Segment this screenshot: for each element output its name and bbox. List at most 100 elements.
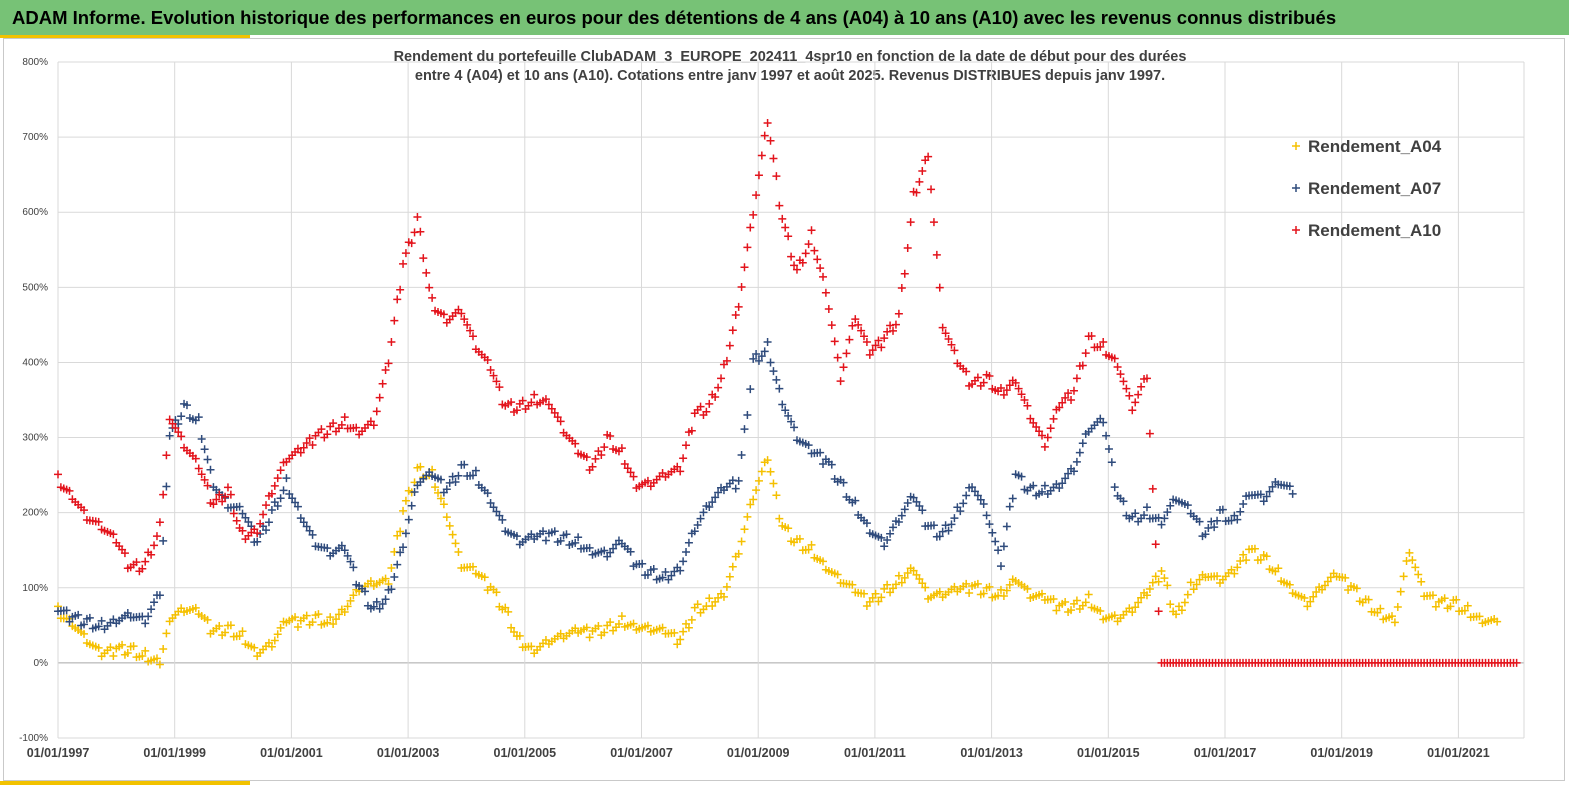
data-point-Rendement_A04 <box>722 582 731 591</box>
data-point-Rendement_A04 <box>1134 598 1143 607</box>
data-point-Rendement_A10 <box>317 425 326 434</box>
data-point-Rendement_A07 <box>159 536 168 545</box>
data-point-Rendement_A07 <box>299 518 308 527</box>
data-point-Rendement_A10 <box>387 338 396 347</box>
data-point-Rendement_A10 <box>352 423 361 432</box>
data-point-Rendement_A04 <box>897 578 906 587</box>
data-point-Rendement_A10 <box>769 154 778 163</box>
data-point-Rendement_A10 <box>1087 332 1096 341</box>
data-point-Rendement_A04 <box>1396 587 1405 596</box>
data-point-Rendement_A10 <box>927 185 936 194</box>
data-point-Rendement_A07 <box>763 338 772 347</box>
data-point-Rendement_A04 <box>1387 612 1396 621</box>
data-point-Rendement_A07 <box>1005 502 1014 511</box>
data-point-Rendement_A10 <box>299 443 308 452</box>
data-point-Rendement_A04 <box>714 593 723 602</box>
data-point-Rendement_A04 <box>332 615 341 624</box>
data-point-Rendement_A04 <box>451 539 460 548</box>
data-point-Rendement_A07 <box>123 609 132 618</box>
data-point-Rendement_A10 <box>226 490 235 499</box>
data-point-Rendement_A07 <box>471 466 480 475</box>
data-point-Rendement_A10 <box>466 326 475 335</box>
data-point-Rendement_A10 <box>165 415 174 424</box>
data-point-Rendement_A04 <box>965 589 974 598</box>
data-point-Rendement_A04 <box>1183 590 1192 599</box>
data-point-Rendement_A10 <box>1069 386 1078 395</box>
data-point-Rendement_A04 <box>235 631 244 640</box>
data-point-Rendement_A07 <box>442 485 451 494</box>
data-point-Rendement_A04 <box>1005 580 1014 589</box>
data-point-Rendement_A07 <box>790 423 799 432</box>
data-point-Rendement_A10 <box>737 283 746 292</box>
data-point-Rendement_A07 <box>182 401 191 410</box>
data-point-Rendement_A07 <box>827 460 836 469</box>
data-point-Rendement_A04 <box>819 557 828 566</box>
data-point-Rendement_A04 <box>340 607 349 616</box>
data-point-Rendement_A04 <box>191 603 200 612</box>
data-point-Rendement_A10 <box>894 309 903 318</box>
data-point-Rendement_A07 <box>390 572 399 581</box>
data-point-Rendement_A07 <box>498 515 507 524</box>
data-point-Rendement_A07 <box>690 527 699 536</box>
data-point-Rendement_A07 <box>988 528 997 537</box>
data-point-Rendement_A07 <box>649 565 658 574</box>
x-tick-label: 01/01/2015 <box>1077 746 1140 760</box>
x-tick-label: 01/01/2003 <box>377 746 440 760</box>
data-point-Rendement_A07 <box>743 411 752 420</box>
data-point-Rendement_A04 <box>1180 598 1189 607</box>
data-point-Rendement_A04 <box>141 646 150 655</box>
data-point-Rendement_A10 <box>903 243 912 252</box>
data-point-Rendement_A04 <box>442 513 451 522</box>
legend-marker-Rendement_A10 <box>1292 226 1300 234</box>
data-point-Rendement_A07 <box>784 411 793 420</box>
data-point-Rendement_A10 <box>553 413 562 422</box>
data-point-Rendement_A07 <box>661 568 670 577</box>
legend-label-Rendement_A10: Rendement_A10 <box>1308 221 1441 240</box>
data-point-Rendement_A10 <box>833 353 842 362</box>
data-point-Rendement_A07 <box>1227 516 1236 525</box>
data-point-Rendement_A07 <box>973 491 982 500</box>
data-point-Rendement_A04 <box>1431 602 1440 611</box>
data-point-Rendement_A04 <box>1344 586 1353 595</box>
data-point-Rendement_A10 <box>483 356 492 365</box>
data-point-Rendement_A10 <box>918 167 927 176</box>
data-point-Rendement_A10 <box>221 492 230 501</box>
data-point-Rendement_A07 <box>1259 497 1268 506</box>
data-point-Rendement_A04 <box>912 570 921 579</box>
data-point-Rendement_A10 <box>687 426 696 435</box>
data-point-Rendement_A07 <box>556 536 565 545</box>
data-point-Rendement_A07 <box>731 484 740 493</box>
data-point-Rendement_A07 <box>144 612 153 621</box>
data-point-Rendement_A10 <box>256 519 265 528</box>
data-point-Rendement_A10 <box>399 259 408 268</box>
data-point-Rendement_A10 <box>941 329 950 338</box>
data-point-Rendement_A10 <box>150 541 159 550</box>
data-point-Rendement_A07 <box>302 522 311 531</box>
data-point-Rendement_A07 <box>816 448 825 457</box>
data-point-Rendement_A04 <box>950 582 959 591</box>
data-point-Rendement_A04 <box>749 495 758 504</box>
data-point-Rendement_A07 <box>1140 511 1149 520</box>
data-point-Rendement_A04 <box>935 587 944 596</box>
data-point-Rendement_A04 <box>221 628 230 637</box>
data-point-Rendement_A07 <box>276 494 285 503</box>
data-point-Rendement_A07 <box>585 543 594 552</box>
data-point-Rendement_A04 <box>670 628 679 637</box>
data-point-Rendement_A10 <box>752 191 761 200</box>
data-point-Rendement_A04 <box>684 623 693 632</box>
data-point-Rendement_A04 <box>436 494 445 503</box>
data-point-Rendement_A04 <box>556 629 565 638</box>
data-point-Rendement_A04 <box>162 629 171 638</box>
data-point-Rendement_A04 <box>1428 591 1437 600</box>
data-point-Rendement_A07 <box>1288 489 1297 498</box>
data-point-Rendement_A10 <box>944 335 953 344</box>
data-point-Rendement_A10 <box>171 423 180 432</box>
data-point-Rendement_A07 <box>769 367 778 376</box>
data-point-Rendement_A04 <box>1163 581 1172 590</box>
data-point-Rendement_A07 <box>203 455 212 464</box>
data-point-Rendement_A07 <box>410 487 419 496</box>
data-point-Rendement_A07 <box>1218 505 1227 514</box>
data-point-Rendement_A10 <box>259 510 268 519</box>
data-point-Rendement_A07 <box>387 585 396 594</box>
data-point-Rendement_A10 <box>1142 374 1151 383</box>
